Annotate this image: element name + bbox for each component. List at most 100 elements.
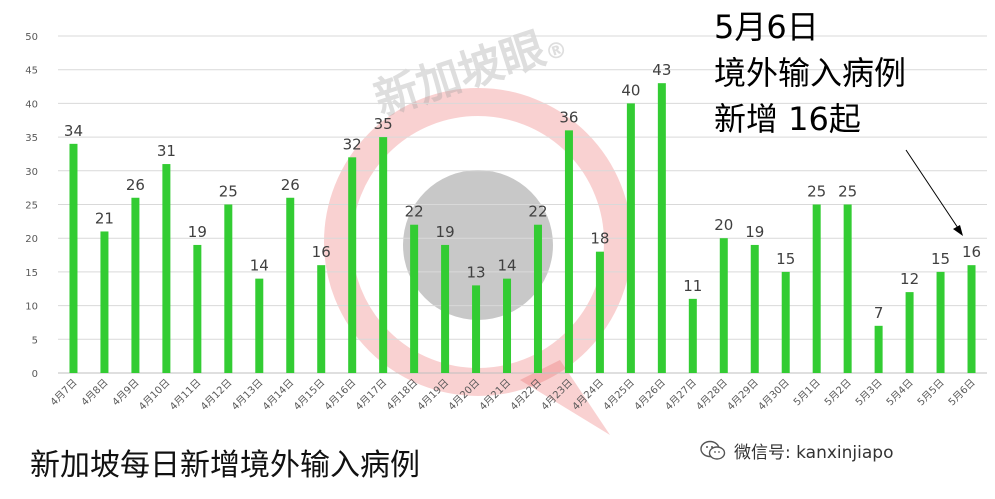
data-label: 16 — [312, 243, 331, 261]
data-label: 13 — [467, 263, 486, 281]
y-tick-label: 40 — [25, 99, 38, 110]
annotation-arrow — [905, 149, 961, 232]
annotation-line2: 境外输入病例 — [714, 54, 907, 92]
bar — [781, 271, 790, 373]
y-tick-label: 50 — [25, 32, 38, 43]
bar — [503, 278, 512, 373]
data-label: 12 — [900, 270, 919, 288]
x-tick-label: 4月14日 — [260, 377, 296, 413]
bar — [131, 197, 140, 373]
bar — [967, 265, 976, 373]
watermark-ring — [324, 88, 632, 396]
bar — [874, 325, 883, 373]
x-axis-ticks: 4月7日 4月8日 4月9日4月10日4月11日4月12日4月13日4月14日4月1… — [48, 377, 978, 413]
bar — [224, 204, 233, 373]
annotation-line3: 新增 16起 — [714, 100, 861, 138]
data-label: 15 — [931, 250, 950, 268]
data-label: 40 — [621, 81, 640, 99]
data-label: 25 — [219, 183, 238, 201]
y-tick-label: 30 — [25, 167, 38, 178]
bar — [255, 278, 264, 373]
data-label: 19 — [745, 223, 764, 241]
x-tick-label: 4月8日 — [79, 377, 111, 409]
y-tick-label: 25 — [25, 201, 38, 212]
x-tick-label: 5月2日 — [822, 377, 854, 409]
data-label: 20 — [714, 216, 733, 234]
y-axis-ticks: 0 5 10 15 20 25 30 35 40 45 50 — [25, 32, 38, 380]
bar — [533, 224, 542, 373]
x-tick-label: 4月19日 — [415, 377, 451, 413]
data-labels: 34 21 26 31 19 25 14 26 16 32 35 22 19 13 14 22 36 18 40 43… — [64, 61, 981, 322]
bar — [812, 204, 821, 373]
annotation-line1: 5月6日 — [714, 8, 819, 46]
x-tick-label: 5月1日 — [791, 377, 823, 409]
bar — [905, 292, 914, 373]
chart-caption: 新加坡每日新增境外输入病例 — [30, 448, 420, 483]
y-tick-label: 35 — [25, 133, 38, 144]
annotation-arrowhead — [953, 225, 963, 236]
data-label: 32 — [343, 135, 362, 153]
bar — [410, 224, 419, 373]
wechat-id: 微信号: kanxinjiapo — [734, 443, 894, 463]
y-tick-label: 0 — [32, 369, 38, 380]
bar — [719, 238, 728, 373]
x-tick-label: 4月20日 — [446, 377, 482, 413]
x-tick-label: 4月29日 — [725, 377, 761, 413]
x-tick-label: 4月16日 — [322, 377, 358, 413]
x-tick-label: 5月3日 — [853, 377, 885, 409]
watermark-tail — [520, 360, 610, 435]
watermark-center — [403, 170, 553, 320]
data-label: 35 — [374, 115, 393, 133]
x-tick-label: 4月18日 — [384, 377, 420, 413]
data-label: 26 — [126, 176, 145, 194]
bar — [379, 137, 388, 373]
annotation: 5月6日 境外输入病例 新增 16起 — [714, 4, 906, 142]
bar — [750, 244, 759, 373]
data-label: 34 — [64, 122, 83, 140]
data-label: 14 — [250, 257, 269, 275]
bar — [162, 164, 171, 373]
data-label: 26 — [281, 176, 300, 194]
bar — [69, 143, 78, 373]
x-tick-label: 4月9日 — [110, 377, 142, 409]
data-label: 7 — [874, 304, 884, 322]
bar — [564, 130, 573, 373]
data-label: 11 — [683, 277, 702, 295]
bar — [100, 231, 109, 373]
x-tick-label: 4月30日 — [756, 377, 792, 413]
x-tick-label: 4月7日 — [48, 377, 80, 409]
gridlines — [58, 35, 987, 374]
x-tick-label: 4月22日 — [508, 377, 544, 413]
data-label: 15 — [776, 250, 795, 268]
bar — [688, 298, 697, 373]
bar — [843, 204, 852, 373]
wechat-icon — [700, 440, 726, 460]
bar — [472, 285, 481, 373]
x-tick-label: 4月12日 — [198, 377, 234, 413]
data-label: 21 — [95, 209, 114, 227]
y-tick-label: 45 — [25, 66, 38, 77]
bar — [317, 265, 326, 373]
data-label: 16 — [962, 243, 981, 261]
bars — [69, 83, 976, 374]
bar — [936, 271, 945, 373]
x-tick-label: 5月5日 — [915, 377, 947, 409]
x-tick-label: 5月6日 — [946, 377, 978, 409]
y-tick-label: 15 — [25, 268, 38, 279]
data-label: 19 — [436, 223, 455, 241]
bar — [657, 83, 666, 374]
bar — [626, 103, 635, 374]
x-tick-label: 4月23日 — [539, 377, 575, 413]
x-tick-label: 4月11日 — [167, 377, 203, 413]
data-label: 22 — [528, 203, 547, 221]
data-label: 36 — [559, 108, 578, 126]
x-tick-label: 5月4日 — [884, 377, 916, 409]
wechat-badge: 微信号: kanxinjiapo — [700, 438, 893, 463]
data-label: 18 — [590, 230, 609, 248]
x-tick-label: 4月21日 — [477, 377, 513, 413]
data-label: 19 — [188, 223, 207, 241]
x-tick-label: 4月26日 — [632, 377, 668, 413]
data-label: 14 — [497, 257, 516, 275]
x-tick-label: 4月25日 — [601, 377, 637, 413]
